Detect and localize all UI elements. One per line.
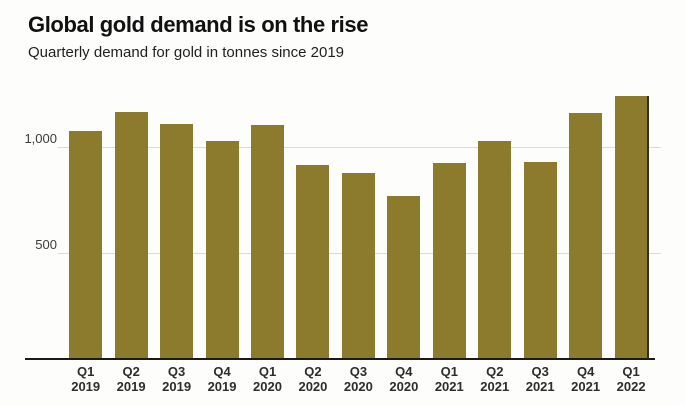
x-axis-label-year: 2019 [207, 379, 237, 394]
x-axis-label: Q2 2020 [290, 364, 336, 394]
bar-q1-2022 [614, 96, 648, 359]
plot-right-edge-line [647, 96, 650, 359]
bar-q1-2021 [432, 163, 466, 359]
x-axis-label: Q4 2021 [563, 364, 609, 394]
x-axis-label-quarter: Q4 [213, 364, 231, 379]
x-axis-label-quarter: Q2 [122, 364, 140, 379]
x-axis-label: Q3 2021 [517, 364, 563, 394]
bar-q1-2019 [69, 131, 103, 359]
x-axis-label: Q2 2021 [472, 364, 518, 394]
x-axis-label-quarter: Q4 [576, 364, 595, 379]
bar-q4-2020 [387, 195, 421, 359]
x-axis-label-quarter: Q3 [349, 364, 368, 379]
x-axis-label-quarter: Q2 [486, 364, 504, 379]
bar-q4-2021 [569, 113, 603, 359]
x-axis-label-year: 2019 [71, 379, 101, 394]
x-axis-label-quarter: Q4 [395, 364, 413, 379]
gridline-1000 [58, 147, 661, 149]
y-axis-tick-label: 500 [35, 237, 57, 253]
x-axis-label-quarter: Q1 [622, 364, 640, 379]
chart-subtitle: Quarterly demand for gold in tonnes sinc… [28, 44, 345, 61]
bar-q2-2019 [114, 112, 148, 359]
x-axis-label: Q4 2020 [381, 364, 427, 394]
y-axis-tick-label: 1,000 [24, 131, 57, 147]
x-axis-label: Q1 2022 [608, 364, 654, 394]
x-axis-label-year: 2021 [525, 379, 555, 394]
x-axis-label-year: 2020 [253, 379, 282, 394]
x-axis-label-quarter: Q3 [531, 364, 549, 379]
x-axis-label-year: 2021 [434, 379, 464, 394]
x-axis-label-year: 2022 [616, 379, 646, 394]
x-axis-label-year: 2020 [343, 379, 373, 394]
x-axis-label: Q2 2019 [108, 364, 154, 394]
x-axis-label-quarter: Q2 [304, 364, 322, 379]
x-axis-label-quarter: Q1 [440, 364, 458, 379]
x-axis-label-quarter: Q1 [77, 364, 95, 379]
bar-q4-2019 [205, 140, 239, 359]
x-axis-line [25, 358, 655, 360]
x-axis-label-quarter: Q3 [167, 364, 186, 379]
bar-q3-2021 [523, 162, 557, 359]
x-axis-label: Q4 2019 [199, 364, 245, 394]
x-axis-label-quarter: Q1 [258, 364, 277, 379]
bar-q2-2021 [478, 140, 512, 359]
bar-q1-2020 [251, 124, 284, 359]
x-axis-label-year: 2020 [298, 379, 328, 394]
x-axis-label-year: 2019 [116, 379, 146, 394]
x-axis-label: Q1 2021 [426, 364, 472, 394]
x-axis-label: Q3 2019 [154, 364, 200, 394]
x-axis-label-year: 2021 [480, 379, 510, 394]
chart-title: Global gold demand is on the rise [28, 12, 369, 37]
x-axis-label: Q3 2020 [335, 364, 381, 394]
x-axis-label: Q1 2020 [245, 364, 291, 394]
bar-q2-2020 [296, 165, 330, 359]
x-axis-label-year: 2020 [389, 379, 419, 394]
x-axis-label-year: 2021 [571, 379, 601, 394]
bar-q3-2019 [160, 123, 194, 359]
x-axis-label-year: 2019 [162, 379, 192, 394]
x-axis-label: Q1 2019 [63, 364, 109, 394]
bar-q3-2020 [341, 172, 375, 359]
